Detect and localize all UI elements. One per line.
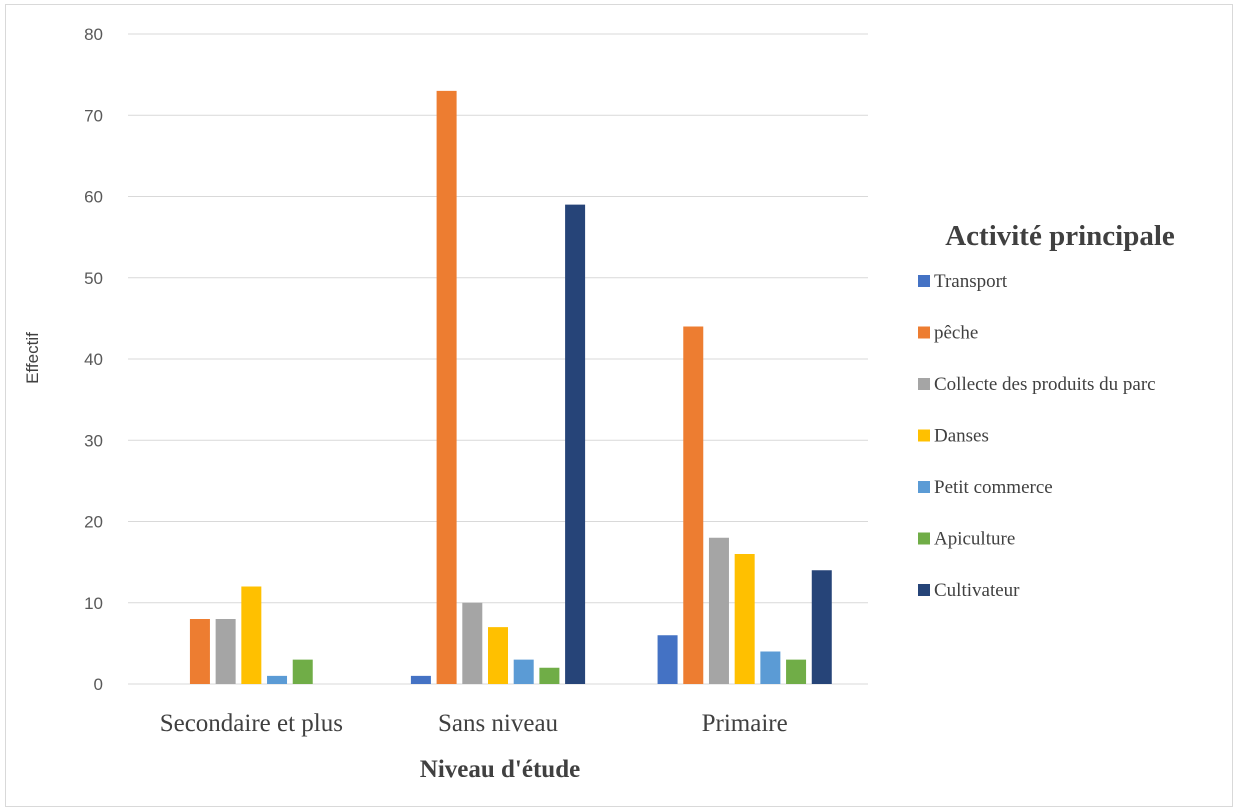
bar [709,538,729,684]
bar [514,660,534,684]
bar [241,587,261,685]
legend-swatch [918,378,930,390]
legend-label: Petit commerce [934,477,1053,498]
legend-label: pêche [934,323,978,344]
bar [565,205,585,684]
category-labels: Secondaire et plus Sans niveau Primaire [160,710,788,737]
bar [760,652,780,685]
legend-item: Danses [918,426,989,447]
legend-label: Transport [934,271,1008,292]
legend-label: Collecte des produits du parc [934,374,1156,395]
y-tick-label: 50 [84,269,103,288]
category-label: Secondaire et plus [160,710,343,737]
legend: Transport pêche Collecte des produits du p… [918,271,1156,601]
y-tick-label: 80 [84,25,103,44]
y-tick-label: 30 [84,431,103,450]
bar [293,660,313,684]
y-tick-label: 0 [94,675,103,694]
bar [735,554,755,684]
legend-label: Apiculture [934,529,1015,550]
legend-item: Apiculture [918,529,1015,550]
legend-swatch [918,533,930,545]
category-label: Sans niveau [438,710,559,737]
bar [437,91,457,684]
bars [190,91,832,684]
legend-label: Danses [934,426,989,447]
bar [812,570,832,684]
x-axis-title: Niveau d'étude [420,756,580,783]
legend-item: Petit commerce [918,477,1053,498]
bar [190,619,210,684]
gridlines [128,34,868,684]
legend-swatch [918,481,930,493]
legend-item: Transport [918,271,1008,292]
legend-item: pêche [918,323,978,344]
legend-item: Collecte des produits du parc [918,374,1156,395]
legend-swatch [918,327,930,339]
legend-swatch [918,584,930,596]
legend-item: Cultivateur [918,580,1020,601]
bar [786,660,806,684]
category-label: Primaire [702,710,788,737]
y-tick-label: 40 [84,350,103,369]
y-tick-labels: 0 10 20 30 40 50 60 70 80 [84,25,103,694]
bar [216,619,236,684]
y-tick-label: 20 [84,513,103,532]
legend-swatch [918,430,930,442]
bar [539,668,559,684]
legend-title: Activité principale [945,220,1175,252]
y-tick-label: 60 [84,188,103,207]
bar [267,676,287,684]
bar [411,676,431,684]
bar [683,327,703,685]
y-tick-label: 10 [84,594,103,613]
legend-label: Cultivateur [934,580,1020,601]
legend-swatch [918,275,930,287]
bar [658,635,678,684]
bar [488,627,508,684]
bar [462,603,482,684]
y-axis-title: Effectif [23,332,42,384]
y-tick-label: 70 [84,106,103,125]
